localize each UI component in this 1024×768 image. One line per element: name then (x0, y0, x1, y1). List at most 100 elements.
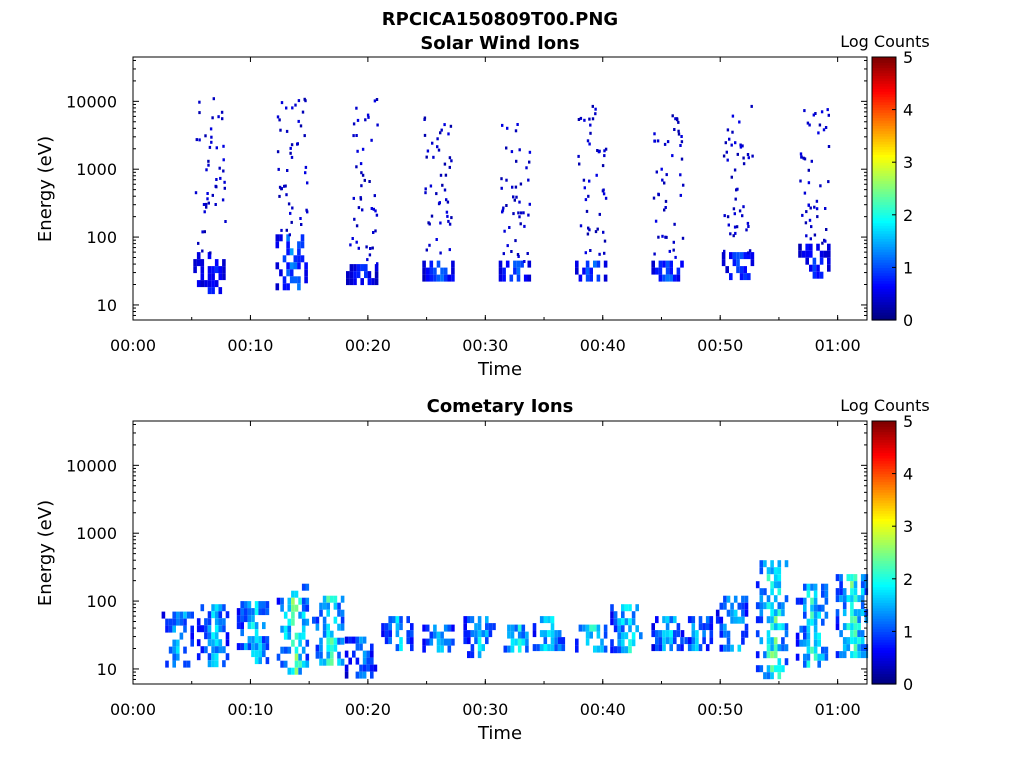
heatmap-cell (436, 274, 441, 282)
heatmap-cell (429, 260, 434, 268)
heatmap-cell (799, 152, 803, 156)
heatmap-cell (810, 225, 813, 229)
heatmap-cell (287, 202, 291, 206)
heatmap-cell (665, 173, 668, 177)
heatmap-cell (821, 604, 825, 612)
heatmap-cell (319, 651, 323, 659)
heatmap-cell (501, 210, 504, 214)
heatmap-cell (254, 622, 259, 630)
heatmap-cell (635, 604, 639, 612)
heatmap-cell (287, 604, 292, 612)
heatmap-cell (337, 637, 341, 645)
heatmap-cell (669, 644, 673, 652)
heatmap-cell (824, 597, 829, 605)
heatmap-cell (315, 616, 320, 624)
heatmap-cell (777, 672, 782, 680)
heatmap-cell (807, 203, 810, 207)
colorbar-tick-label: 2 (903, 570, 913, 589)
heatmap-cell (426, 149, 430, 153)
heatmap-cell (846, 623, 851, 631)
heatmap-cell (578, 624, 583, 632)
y-tick-label: 100 (86, 228, 117, 247)
heatmap-cell (477, 616, 482, 624)
heatmap-cell (850, 602, 854, 610)
heatmap-cell (218, 646, 223, 654)
heatmap-cell (860, 595, 865, 603)
heatmap-cell (709, 616, 714, 624)
heatmap-cell (291, 597, 295, 605)
heatmap-cell (517, 638, 522, 646)
heatmap-cell (502, 252, 505, 256)
heatmap-cell (739, 266, 744, 274)
heatmap-cell (733, 616, 738, 624)
heatmap-cell (214, 660, 219, 668)
heatmap-cell (352, 196, 355, 200)
heatmap-cell (658, 637, 663, 645)
heatmap-cell (589, 267, 593, 275)
heatmap-cell (291, 604, 295, 612)
heatmap-cell (759, 602, 764, 610)
heatmap-cell (297, 255, 301, 263)
heatmap-cell (436, 638, 441, 646)
heatmap-cell (517, 255, 520, 258)
heatmap-cell (275, 241, 280, 249)
heatmap-cell (610, 611, 614, 619)
heatmap-cell (236, 608, 241, 616)
heatmap-cell (211, 660, 215, 668)
heatmap-cell (176, 646, 180, 654)
heatmap-cell (222, 158, 225, 162)
heatmap-cell (639, 632, 643, 640)
heatmap-cell (766, 665, 771, 673)
heatmap-cell (827, 145, 831, 148)
heatmap-cell (326, 609, 330, 617)
heatmap-cell (741, 609, 745, 617)
heatmap-cell (179, 632, 184, 640)
heatmap-cell (726, 158, 729, 162)
heatmap-cell (676, 118, 679, 122)
heatmap-cells (161, 560, 869, 680)
heatmap-cell (294, 646, 299, 654)
heatmap-cell (283, 660, 288, 668)
heatmap-cell (340, 609, 345, 617)
heatmap-cell (742, 162, 746, 166)
heatmap-cell (422, 645, 426, 653)
heatmap-cell (366, 664, 370, 672)
heatmap-cell (621, 646, 625, 654)
heatmap-cell (477, 623, 482, 631)
heatmap-cell (205, 205, 208, 209)
heatmap-cell (719, 644, 724, 652)
heatmap-cell (702, 623, 706, 631)
heatmap-cell (857, 644, 861, 652)
heatmap-cell (449, 124, 453, 128)
heatmap-cell (363, 178, 366, 182)
heatmap-cell (315, 651, 320, 659)
heatmap-cell (362, 657, 367, 665)
heatmap-cell (733, 609, 738, 617)
heatmap-cell (291, 639, 295, 647)
heatmap-cell (251, 608, 255, 616)
heatmap-cell (340, 595, 345, 603)
heatmap-cell (365, 245, 368, 249)
heatmap-cell (439, 221, 442, 225)
heatmap-cell (621, 611, 625, 619)
heatmap-cell (853, 581, 858, 589)
heatmap-cell (300, 223, 303, 226)
heatmap-cell (804, 221, 808, 225)
heatmap-cell (470, 616, 475, 624)
heatmap-cell (669, 267, 673, 275)
heatmap-cell (353, 217, 356, 221)
heatmap-cell (514, 239, 517, 243)
heatmap-cell (770, 672, 774, 680)
heatmap-cell (195, 138, 198, 142)
heatmap-cell (211, 611, 215, 619)
heatmap-cell (730, 616, 734, 624)
heatmap-cell (810, 618, 814, 626)
heatmap-cell (360, 171, 363, 175)
figure-title: RPCICA150809T00.PNG (382, 9, 618, 30)
heatmap-cell (352, 650, 356, 658)
heatmap-cell (374, 229, 377, 233)
heatmap-cell (293, 276, 298, 284)
heatmap-cell (326, 644, 330, 652)
heatmap-cell (439, 251, 442, 255)
heatmap-cell (839, 581, 843, 589)
